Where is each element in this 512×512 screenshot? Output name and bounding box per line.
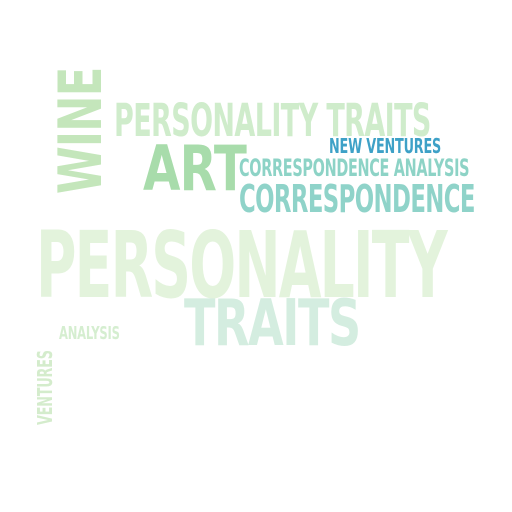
word-personality-traits: PERSONALITY TRAITS xyxy=(114,94,431,147)
word-personality-big: PERSONALITY xyxy=(36,212,448,319)
word-traits: TRAITS xyxy=(184,287,361,361)
word-art: ART xyxy=(143,132,247,205)
word-correspondence-analysis: CORRESPONDENCE ANALYSIS xyxy=(239,154,470,182)
word-analysis: ANALYSIS xyxy=(59,323,120,344)
word-wine: WINE xyxy=(46,67,116,194)
word-ventures: VENTURES xyxy=(33,350,57,425)
word-correspondence: CORRESPONDENCE xyxy=(239,177,475,221)
word-new-ventures: NEW VENTURES xyxy=(329,134,442,158)
